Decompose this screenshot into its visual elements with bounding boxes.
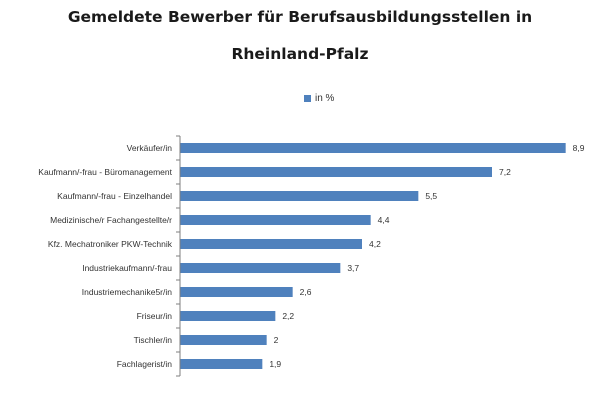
bar (180, 167, 492, 177)
category-label: Kaufmann/-frau - Büromanagement (38, 167, 172, 177)
bar (180, 215, 371, 225)
category-label: Verkäufer/in (127, 143, 173, 153)
category-label: Kfz. Mechatroniker PKW-Technik (48, 239, 173, 249)
bar (180, 287, 293, 297)
bar (180, 263, 341, 273)
value-label: 4,2 (369, 239, 381, 249)
bar (180, 359, 263, 369)
value-label: 1,9 (269, 359, 281, 369)
legend: in % (304, 93, 334, 104)
category-label: Fachlagerist/in (117, 359, 173, 369)
value-label: 7,2 (499, 167, 511, 177)
value-label: 2,2 (282, 311, 294, 321)
chart-title-line-1: Gemeldete Bewerber für Berufsausbildungs… (67, 8, 533, 26)
value-label: 5,5 (425, 191, 437, 201)
value-label: 2 (274, 335, 279, 345)
category-label: Industriekaufmann/-frau (82, 263, 172, 273)
bar (180, 191, 419, 201)
value-label: 3,7 (347, 263, 359, 273)
bar (180, 143, 566, 153)
legend-swatch (304, 95, 311, 102)
category-label: Medizinische/r Fachangestellte/r (50, 215, 172, 225)
chart-title-line-2: Rheinland-Pfalz (231, 45, 369, 63)
category-label: Industriemechanike5r/in (82, 287, 173, 297)
value-label: 4,4 (378, 215, 390, 225)
category-label: Kaufmann/-frau - Einzelhandel (57, 191, 172, 201)
value-label: 8,9 (573, 143, 585, 153)
bar (180, 239, 362, 249)
legend-label: in % (315, 93, 335, 104)
category-label: Friseur/in (137, 311, 173, 321)
bar (180, 311, 276, 321)
category-label: Tischler/in (134, 335, 173, 345)
value-label: 2,6 (300, 287, 312, 297)
bar (180, 335, 267, 345)
